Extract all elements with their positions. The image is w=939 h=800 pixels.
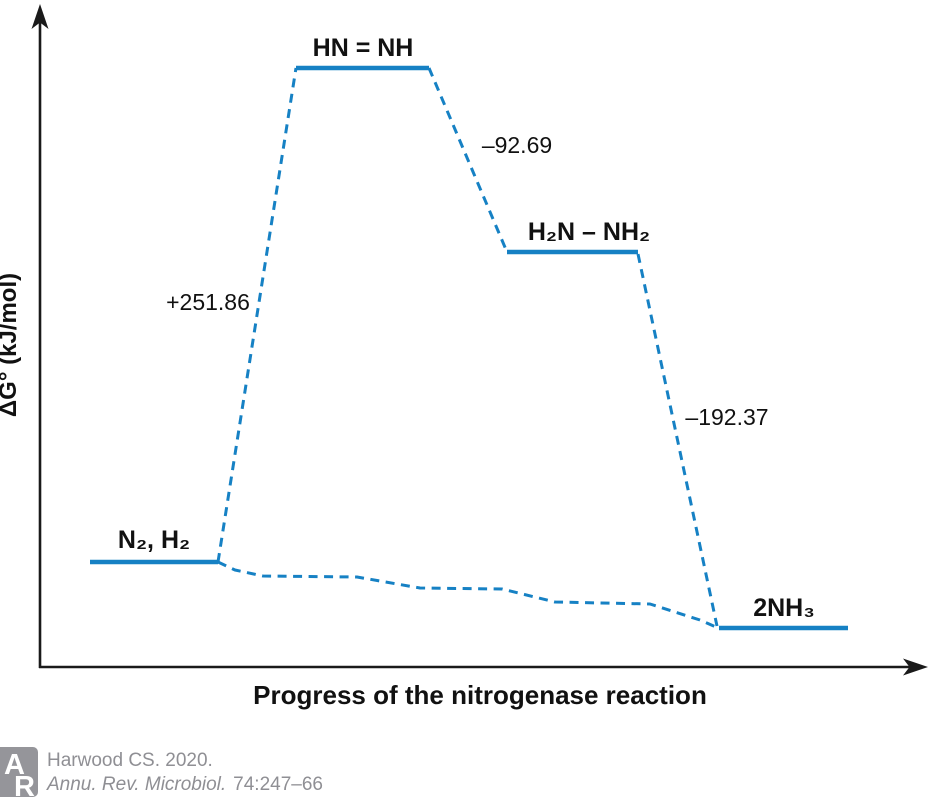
delta-g-labels: +251.86 –92.69 –192.37 — [166, 132, 768, 430]
x-axis-label: Progress of the nitrogenase reaction — [253, 680, 707, 710]
delta-label-step3: –192.37 — [685, 404, 768, 430]
level-label-n2h2: N₂, H₂ — [118, 526, 190, 554]
citation-line2: Annu. Rev. Microbiol. 74:247–66 — [46, 774, 323, 795]
y-axis-label: ΔG° (kJ/mol) — [0, 273, 22, 417]
citation-block: A R Harwood CS. 2020. Annu. Rev. Microbi… — [0, 747, 323, 800]
annual-reviews-logo-icon: A R — [0, 747, 38, 800]
pathways — [216, 67, 719, 629]
delta-label-step2: –92.69 — [482, 132, 552, 158]
citation-journal: Annu. Rev. Microbiol. — [46, 774, 226, 795]
direct-catalyzed-pathway-dashed — [217, 560, 717, 629]
x-axis-arrow-icon — [903, 658, 928, 676]
connector-h2nnh2-to-2nh3 — [636, 253, 719, 627]
connector-hnnh-to-h2nnh2 — [427, 67, 509, 253]
logo-background — [0, 747, 38, 797]
delta-label-step1: +251.86 — [166, 289, 250, 315]
level-label-hnnh: HN = NH — [313, 34, 414, 62]
level-label-h2nnh2: H₂N – NH₂ — [528, 218, 650, 246]
y-axis-arrow-icon — [31, 4, 49, 29]
citation-line1: Harwood CS. 2020. — [47, 750, 213, 771]
logo-letter-a: A — [4, 749, 25, 781]
level-label-2nh3: 2NH₃ — [753, 594, 815, 622]
logo-letter-r: R — [14, 771, 35, 800]
connector-n2h2-to-hnnh — [216, 67, 298, 563]
citation-volume-pages: 74:247–66 — [233, 774, 323, 795]
energy-levels: N₂, H₂ HN = NH H₂N – NH₂ 2NH₃ — [90, 34, 848, 631]
axes: ΔG° (kJ/mol) Progress of the nitrogenase… — [0, 4, 928, 710]
